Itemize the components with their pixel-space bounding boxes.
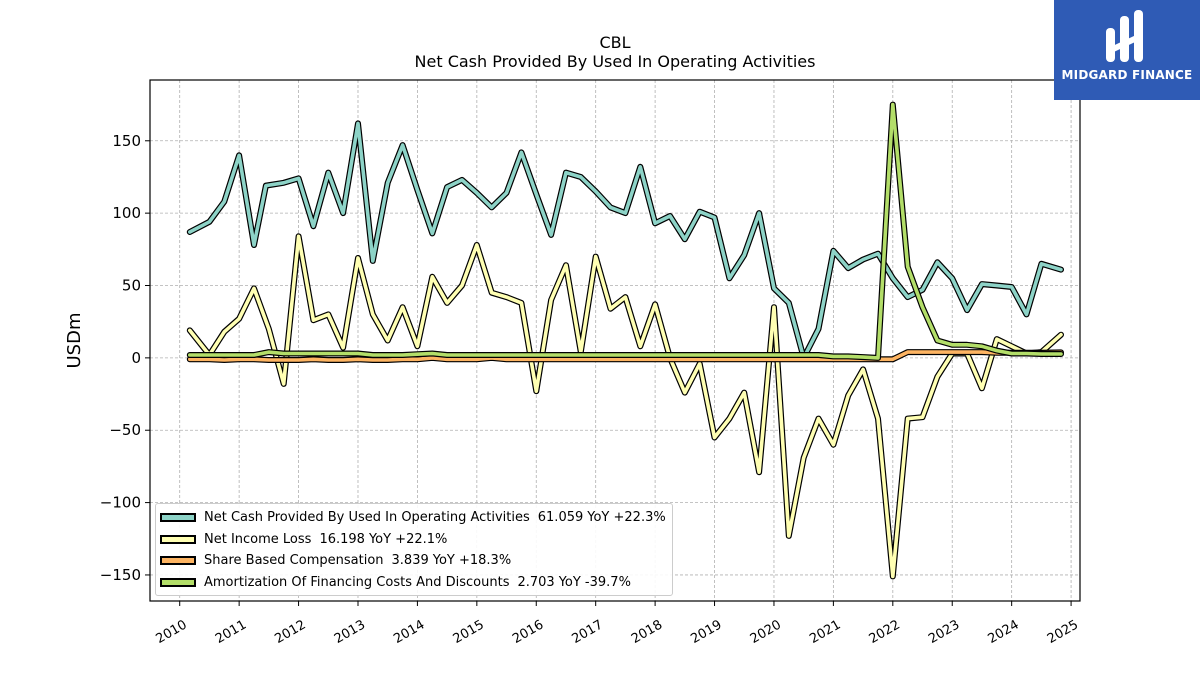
legend-latest-value: 16.198 [319,531,365,547]
logo-text: MIDGARD FINANCE [1061,68,1193,82]
legend-swatch [160,556,196,566]
legend-yoy-change: YoY +22.1% [368,531,448,547]
legend-item: Net Income Loss 16.198 YoY +22.1% [160,529,666,551]
legend-series-name: Net Cash Provided By Used In Operating A… [204,510,530,526]
legend-latest-value: 2.703 [517,574,555,590]
x-tick-label: 2022 [867,617,903,647]
legend-latest-value: 61.059 [537,510,584,526]
y-tick-label: 100 [112,204,141,222]
x-tick-label: 2019 [688,617,724,647]
y-tick-label: 50 [122,277,141,295]
legend-swatch [160,577,196,587]
x-tick-label: 2016 [510,617,546,647]
x-tick-label: 2017 [570,617,606,647]
y-tick-label: −100 [100,494,141,512]
chart-legend: Net Cash Provided By Used In Operating A… [155,503,673,596]
legend-swatch [160,534,196,544]
legend-swatch [160,513,196,523]
legend-series-name: Net Income Loss [204,531,312,547]
x-tick-label: 2012 [272,617,308,647]
net-cash-provided-by-used-in-operating-activities-line [188,121,1063,360]
y-tick-label: −150 [100,566,141,584]
y-tick-label: 0 [131,349,141,367]
x-tick-label: 2014 [391,617,427,647]
x-tick-label: 2024 [986,617,1022,647]
x-tick-label: 2025 [1045,617,1081,647]
chart-subtitle: Net Cash Provided By Used In Operating A… [414,52,816,71]
axes-frame [149,79,1081,602]
amortization-of-financing-costs-and-discounts-line [188,102,1063,360]
legend-yoy-change: YoY +18.3% [432,553,512,569]
share-based-compensation-line [188,350,1063,362]
legend-latest-value: 3.839 [391,553,429,569]
legend-yoy-change: YoY -39.7% [558,574,631,590]
legend-series-name: Amortization Of Financing Costs And Disc… [204,574,510,590]
legend-item: Share Based Compensation 3.839 YoY +18.3… [160,550,666,572]
legend-item: Net Cash Provided By Used In Operating A… [160,507,666,529]
chart-title: CBL [599,33,631,52]
legend-series-name: Share Based Compensation [204,553,384,569]
y-tick-label: −50 [109,421,141,439]
series-lines [186,101,1064,580]
x-tick-label: 2011 [213,617,249,647]
y-axis-label: USDm [64,313,85,369]
x-tick-label: 2015 [451,617,487,647]
net-income-loss-line [188,234,1063,579]
midgard-finance-logo: MIDGARD FINANCE [1054,0,1200,100]
x-tick-label: 2023 [926,617,962,647]
midgard-logo-icon [1106,10,1143,62]
legend-item: Amortization Of Financing Costs And Disc… [160,572,666,594]
y-tick-label: 150 [112,132,141,150]
x-tick-label: 2018 [629,617,665,647]
x-tick-label: 2010 [154,617,190,647]
x-tick-label: 2021 [807,617,843,647]
x-tick-label: 2020 [748,617,784,647]
legend-yoy-change: YoY +22.3% [587,510,666,526]
x-tick-label: 2013 [332,617,368,647]
